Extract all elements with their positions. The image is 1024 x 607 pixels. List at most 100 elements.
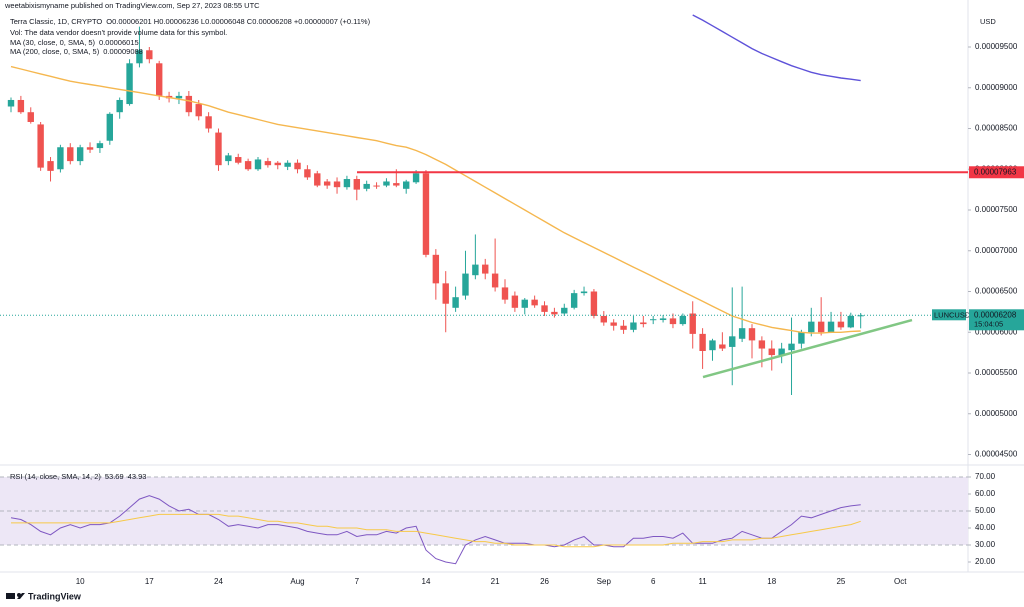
candle-body <box>857 315 864 317</box>
candle-body <box>47 161 54 171</box>
x-tick-label: 25 <box>836 577 845 586</box>
y-tick-label: 0.00004500 <box>975 450 1018 459</box>
symbol-tag-box <box>932 309 966 321</box>
legend-name: MA (200, close, 0, SMA, 5) <box>10 47 100 56</box>
candle-body <box>175 95 183 99</box>
level-label: 0.00007963 <box>974 167 1017 176</box>
candle-body <box>659 318 667 321</box>
candle-body <box>808 321 815 333</box>
candle-body <box>393 183 400 186</box>
series-line <box>10 65 861 334</box>
candle-body <box>17 99 25 113</box>
candle-body <box>156 63 163 96</box>
candle-body <box>7 99 15 107</box>
candle-body <box>86 147 94 150</box>
candle-body <box>748 328 756 341</box>
candle-body <box>432 254 440 284</box>
y-tick-label: 0.00006500 <box>975 287 1018 296</box>
candle-body <box>76 147 84 162</box>
candle-body <box>195 104 202 117</box>
y-tick-label: 0.00008500 <box>975 124 1018 133</box>
y-tick-label: 0.00007500 <box>975 205 1018 214</box>
candle-body <box>462 273 469 296</box>
candle-body <box>758 340 766 349</box>
x-tick-label: 24 <box>214 577 223 586</box>
candle-body <box>472 264 479 276</box>
candle-body <box>67 147 74 162</box>
x-tick-label: 21 <box>491 577 500 586</box>
candle-body <box>482 264 489 274</box>
candle-body <box>541 305 548 312</box>
candle-body <box>501 287 509 300</box>
candle-body <box>304 169 311 178</box>
candle-body <box>343 179 351 188</box>
candle-body <box>403 181 410 189</box>
candle-body <box>630 322 637 330</box>
candle-body <box>106 113 113 141</box>
overlay: 10 17 24 Aug 7 14 21 26 Sep 6 11 18 25 Oct 0.00004500 0… <box>10 17 1024 586</box>
candle-body <box>699 333 706 351</box>
candle-body <box>254 159 262 170</box>
candle-body <box>333 181 341 188</box>
candle-body <box>126 63 133 105</box>
candle-body <box>798 332 805 344</box>
brand-logo: TradingView <box>6 591 82 601</box>
y-tick-label: 0.00009500 <box>975 42 1018 51</box>
candle-body <box>491 273 499 288</box>
candle-body <box>225 155 232 162</box>
y-tick-label: 60.00 <box>975 489 996 498</box>
candle-body <box>235 157 242 163</box>
legend-value: 43.93 <box>128 472 147 481</box>
series-line <box>692 14 861 82</box>
x-tick-label: Oct <box>894 577 907 586</box>
rsi-pane <box>0 476 968 565</box>
y-tick-label: 0.00005500 <box>975 368 1018 377</box>
candle-body <box>640 322 647 325</box>
candle-body <box>264 161 272 166</box>
candle-body <box>778 348 785 356</box>
symbol-tag: LUNCUSD <box>934 310 971 319</box>
y-tick-label: 20.00 <box>975 557 996 566</box>
candle-body <box>817 321 825 333</box>
countdown: 15:04:05 <box>974 319 1003 328</box>
candle-body <box>383 181 390 186</box>
candle-body <box>373 185 380 187</box>
chart-title: Terra Classic, 1D, CRYPTO <box>10 17 102 26</box>
legend-value: 0.00009088 <box>103 47 143 56</box>
candle-body <box>146 50 153 60</box>
candle-body <box>610 322 617 326</box>
candle-body <box>837 321 845 328</box>
y-tick-label: 0.00005000 <box>975 409 1018 418</box>
candle-body <box>27 112 34 122</box>
candle-body <box>679 315 687 325</box>
candle-body <box>205 116 212 129</box>
candle-body <box>422 173 430 255</box>
candle-body <box>323 181 331 186</box>
legend-value: 53.69 <box>105 472 124 481</box>
series-line <box>11 513 861 548</box>
x-tick-label: 11 <box>698 577 707 586</box>
last-price-label: 0.00006208 <box>974 310 1017 319</box>
candle-body <box>590 291 598 316</box>
candle-body <box>719 344 726 349</box>
x-tick-label: Sep <box>597 577 612 586</box>
candle-body <box>412 173 420 183</box>
candle-body <box>669 318 677 325</box>
candle-body <box>244 161 252 170</box>
candle-body <box>788 343 795 351</box>
y-tick-label: 40.00 <box>975 523 996 532</box>
candle-body <box>570 293 578 308</box>
x-tick-label: 14 <box>422 577 431 586</box>
y-tick-label: 30.00 <box>975 540 996 549</box>
candle-body <box>116 99 123 113</box>
candle-body <box>531 299 538 306</box>
x-tick-label: 17 <box>145 577 154 586</box>
y-tick-label: 70.00 <box>975 472 996 481</box>
candle-body <box>827 321 835 333</box>
candle-body <box>136 50 143 64</box>
x-tick-label: 26 <box>540 577 549 586</box>
candle-body <box>650 319 657 321</box>
candle-body <box>709 340 716 351</box>
currency: USD <box>980 17 996 26</box>
candle-body <box>284 162 291 167</box>
